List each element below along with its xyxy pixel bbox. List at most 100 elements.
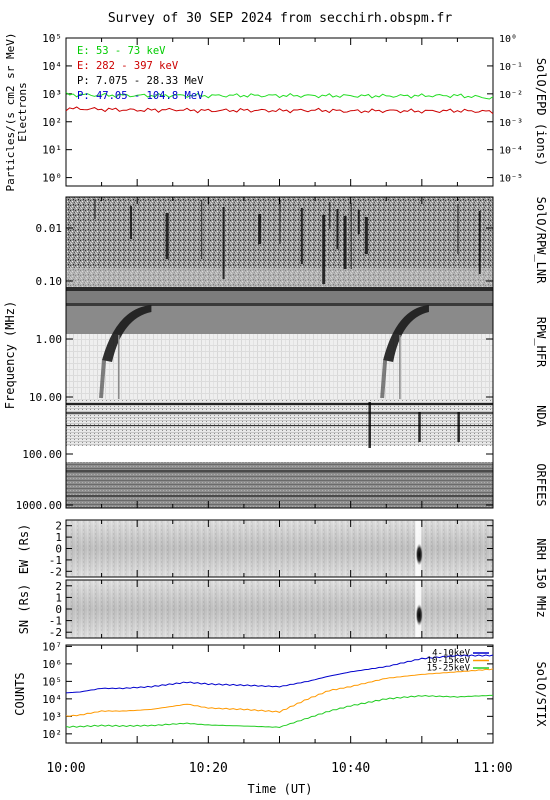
y-tick-label: 10⁴ [42,693,62,706]
stix-series-line [65,654,494,694]
sn-y-label: SN (Rs) [17,584,31,635]
radio-streak [300,208,303,264]
x-axis-label: Time (UT) [247,782,312,796]
y-tick-label: 10.00 [29,391,62,404]
y-tick-label: 10⁵ [42,32,62,45]
radio-bursts [94,199,481,448]
burst-tail [99,359,107,399]
particles-series [65,92,494,115]
stix-series-line [65,668,494,717]
y-tick-label: 2 [55,580,62,593]
radio-spectrogram-panel: 0.01 0.10 1.00 10.00 100.00 1000.00 Frequency… [3,196,548,512]
y-tick-label: 1 [55,531,62,544]
radio-streak [478,211,481,274]
y-tick-label: 10⁴ [42,60,62,73]
particles-right-ticks: 10⁻⁵ 10⁻⁴ 10⁻³ 10⁻² 10⁻¹ 10⁰ [499,34,523,185]
nrh-ew-burst [415,521,423,576]
stix-panel: 10² 10³ 10⁴ 10⁵ 10⁶ 10⁷ 4-10keV10-15keV15-25k… [13,640,548,744]
nda-burst [457,412,460,442]
nrh-burst-source [415,543,423,566]
radio-streak [350,203,352,269]
radio-streak [457,204,459,254]
particles-y-label: Particles/(s cm2 sr MeV) [4,33,17,192]
lnr-label: SolO/RPW_LNR [534,197,548,284]
legend-entry: P: 47.05 - 104.8 MeV [77,90,204,102]
legend-entry: 15-25keV [427,664,471,674]
y-tick-label: 1 [55,591,62,604]
radio-streak [343,216,347,269]
radio-streak [322,215,326,284]
y-tick-label: 0 [55,543,62,556]
right-tick-label: 10⁰ [499,34,517,45]
y-tick-label: 10² [42,728,62,741]
radio-streak [357,210,360,234]
y-tick-label: 10⁰ [42,172,62,185]
x-tick-label: 10:40 [331,761,370,776]
x-tick-label: 10:20 [189,761,228,776]
nda-label: NDA [534,405,548,427]
time-x-axis: 10:00 10:20 10:40 11:00 [46,38,513,776]
burst-tail [380,359,388,399]
counts-y-label: COUNTS [13,672,27,715]
nda-band [66,400,493,446]
y-tick-label: 10¹ [42,144,62,157]
y-tick-label: 0 [55,603,62,616]
y-tick-label: -1 [49,554,62,567]
particles-legend: E: 53 - 73 keV E: 282 - 397 keV P: 7.075 -… [77,45,204,102]
legend-entry: E: 53 - 73 keV [77,45,166,57]
right-tick-label: 10⁻⁵ [499,174,523,185]
y-tick-label: -2 [49,626,62,639]
radio-streak [258,214,262,244]
radio-streak [336,209,339,249]
radio-streak [94,199,96,219]
radio-streak [329,202,331,229]
radio-streak [165,213,169,259]
radio-streak [222,207,225,279]
hfr-label: RPW_HFR [534,317,548,368]
nrh-burst-source [415,604,423,626]
orfees-band [66,462,493,508]
y-tick-label: 1000.00 [16,499,62,512]
particle-series-line [65,92,494,100]
right-tick-label: 10⁻² [499,90,523,101]
right-tick-label: 10⁻³ [499,118,523,129]
chart-title: Survey of 30 SEP 2024 from secchirh.obsp… [108,11,453,26]
y-tick-label: 10⁶ [42,658,62,671]
y-tick-label: 100.00 [22,448,62,461]
y-tick-label: 10³ [42,88,62,101]
stix-right-label: SolO/STIX [534,661,548,727]
legend-entry: E: 282 - 397 keV [77,60,179,72]
y-tick-label: 10² [42,116,62,129]
particles-y-label-2: Electrons [16,82,29,142]
nrh-sn-burst [415,581,423,637]
radio-streak [364,217,368,254]
burst-hfr-streak [118,335,120,399]
radio-streak [279,201,281,244]
particles-y-ticks: 10⁰ 10¹ 10² 10³ 10⁴ 10⁵ [42,32,493,185]
stix-y-ticks: 10² 10³ 10⁴ 10⁵ 10⁶ 10⁷ [42,640,493,741]
nda-burst [418,412,421,442]
radio-streak [130,206,133,239]
stix-series-line [65,694,493,729]
nda-burst [368,402,371,448]
type-iii-burst [383,305,429,362]
y-tick-label: 1.00 [36,333,63,346]
x-tick-label: 11:00 [473,761,512,776]
radio-streak [201,200,203,259]
y-tick-label: 0.10 [36,275,63,288]
orfees-label: ORFEES [534,463,548,506]
hfr-band [66,334,493,400]
y-tick-label: 10⁵ [42,675,62,688]
type-iii-burst [102,305,152,362]
legend-entry: P: 7.075 - 28.33 MeV [77,75,204,87]
y-tick-label: 10⁷ [42,640,62,653]
legend-entry: 10-15keV [427,656,471,666]
stix-series [65,654,494,729]
